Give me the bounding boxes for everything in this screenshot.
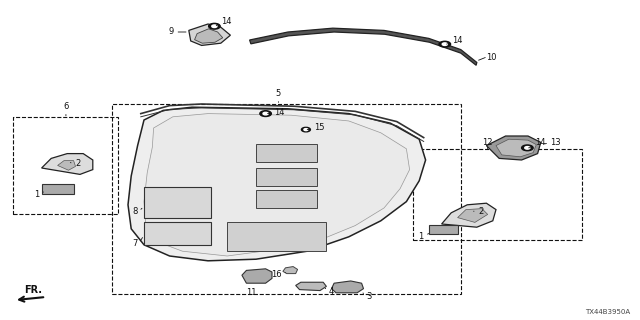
Circle shape [209, 23, 220, 29]
Polygon shape [496, 139, 536, 157]
Polygon shape [195, 29, 223, 43]
Text: 12: 12 [483, 138, 493, 147]
Polygon shape [42, 184, 74, 194]
Text: 14: 14 [452, 36, 462, 45]
Polygon shape [429, 225, 458, 234]
Text: 7: 7 [132, 239, 138, 248]
Circle shape [301, 127, 310, 132]
Circle shape [263, 112, 268, 115]
Text: 14: 14 [274, 108, 284, 117]
Polygon shape [256, 168, 317, 186]
Text: 13: 13 [550, 138, 561, 147]
Circle shape [304, 129, 308, 131]
Text: FR.: FR. [24, 285, 42, 295]
Polygon shape [332, 281, 364, 293]
Polygon shape [58, 161, 76, 170]
Text: 14: 14 [221, 17, 232, 26]
Text: 11: 11 [246, 288, 256, 297]
Polygon shape [442, 203, 496, 227]
Polygon shape [144, 187, 211, 218]
Circle shape [525, 147, 530, 149]
Text: 10: 10 [486, 53, 497, 62]
Bar [13, 117, 118, 214]
Text: 5: 5 [276, 89, 281, 98]
Text: 16: 16 [271, 270, 282, 279]
Polygon shape [283, 267, 298, 274]
Polygon shape [189, 24, 230, 45]
Circle shape [260, 111, 271, 116]
Text: 3: 3 [366, 292, 371, 301]
Polygon shape [242, 269, 272, 283]
Text: 6: 6 [63, 102, 68, 111]
Circle shape [522, 145, 533, 151]
Circle shape [439, 41, 451, 47]
Circle shape [442, 43, 447, 45]
Polygon shape [256, 190, 317, 208]
Polygon shape [144, 222, 211, 245]
Polygon shape [227, 222, 326, 251]
Text: 2: 2 [76, 159, 81, 168]
Text: 1: 1 [419, 232, 424, 241]
Polygon shape [128, 107, 426, 261]
Polygon shape [458, 209, 488, 222]
Polygon shape [42, 154, 93, 174]
Text: 15: 15 [314, 124, 324, 132]
Bar [413, 149, 582, 240]
Circle shape [212, 25, 217, 28]
Polygon shape [296, 282, 326, 291]
Text: 1: 1 [35, 190, 40, 199]
Text: TX44B3950A: TX44B3950A [585, 309, 630, 315]
Polygon shape [486, 136, 541, 160]
Polygon shape [256, 144, 317, 162]
Polygon shape [250, 28, 477, 65]
Text: 9: 9 [169, 28, 174, 36]
Text: 4: 4 [329, 287, 334, 296]
Text: 14: 14 [535, 138, 545, 147]
Polygon shape [144, 114, 410, 256]
Text: 8: 8 [132, 207, 138, 216]
Text: 2: 2 [479, 207, 484, 216]
Bar [112, 104, 461, 294]
